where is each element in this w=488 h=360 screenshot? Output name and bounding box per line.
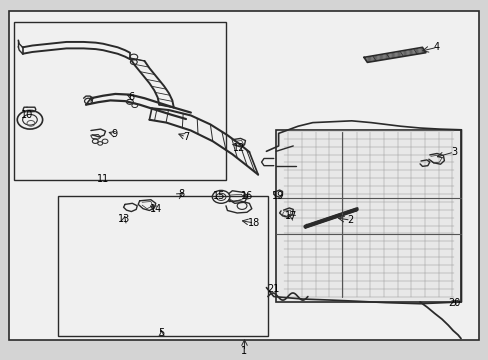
Text: 8: 8 [178,189,184,199]
Text: 10: 10 [21,110,34,120]
Text: 4: 4 [433,42,439,52]
Bar [276,130,461,302]
Text: 6: 6 [128,92,134,102]
Text: 15: 15 [212,191,225,201]
Text: 17: 17 [284,211,296,221]
Bar [58,196,267,336]
Bar [14,22,226,180]
Text: 2: 2 [347,215,353,225]
Text: 13: 13 [118,215,130,224]
Text: 5: 5 [158,328,164,338]
Polygon shape [276,130,461,302]
Text: 20: 20 [447,298,459,308]
Text: 11: 11 [97,174,109,184]
Text: 3: 3 [450,147,456,157]
Text: 21: 21 [267,284,279,294]
Text: 16: 16 [240,191,253,201]
Text: 1: 1 [241,346,247,356]
Text: 14: 14 [149,204,162,214]
Text: 12: 12 [232,143,244,153]
Text: 9: 9 [111,129,117,139]
Text: 18: 18 [247,218,260,228]
Text: 19: 19 [271,191,283,201]
Text: 7: 7 [183,132,189,142]
